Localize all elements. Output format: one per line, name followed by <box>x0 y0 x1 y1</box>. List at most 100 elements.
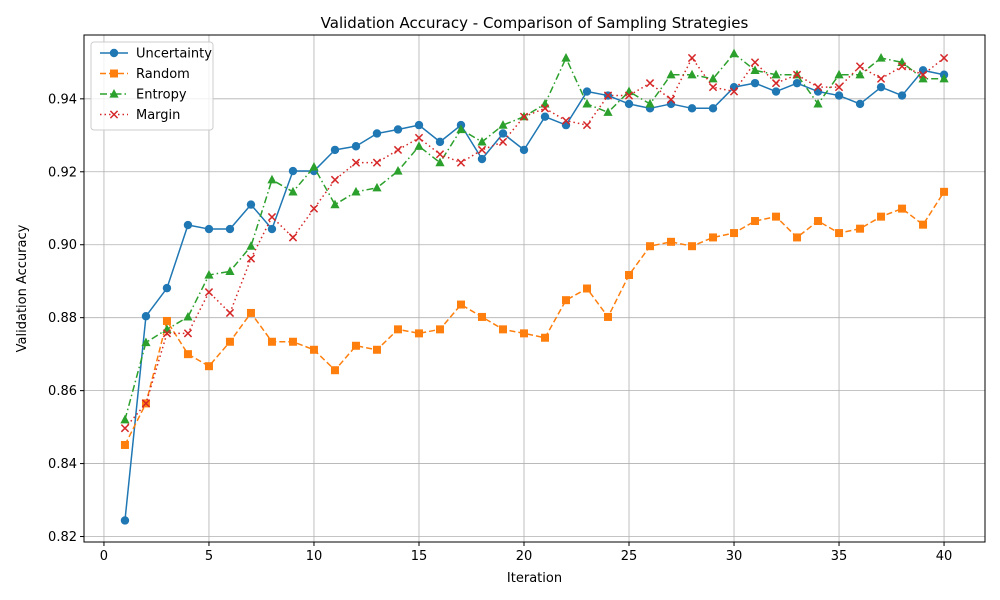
data-point-margin <box>204 288 214 297</box>
x-tick-label: 40 <box>936 549 953 564</box>
data-point-random <box>562 296 571 305</box>
data-point-margin <box>141 399 151 408</box>
data-point-entropy <box>876 52 886 62</box>
plot-frame <box>83 34 986 543</box>
data-point-entropy <box>435 157 445 167</box>
series-random <box>120 187 949 449</box>
data-point-margin <box>477 145 487 155</box>
data-point-margin <box>561 116 571 125</box>
data-point-margin <box>750 58 760 67</box>
data-point-uncertainty <box>708 104 718 113</box>
data-point-random <box>162 316 171 325</box>
data-point-entropy <box>750 65 760 74</box>
legend-box <box>90 41 214 131</box>
data-point-random <box>772 212 781 221</box>
data-point-uncertainty <box>183 220 193 230</box>
x-tick-label: 20 <box>516 549 533 564</box>
data-point-margin <box>918 70 928 79</box>
data-point-entropy <box>225 266 235 275</box>
x-tick-label: 35 <box>831 549 848 564</box>
data-point-entropy <box>288 186 298 196</box>
data-point-random <box>898 204 907 213</box>
data-point-uncertainty <box>141 312 151 321</box>
data-point-entropy <box>456 124 466 134</box>
data-point-uncertainty <box>897 91 907 100</box>
data-point-entropy <box>120 414 130 424</box>
data-point-uncertainty <box>225 224 235 234</box>
data-point-margin <box>834 83 844 92</box>
series-line-margin <box>124 57 945 429</box>
data-point-margin <box>687 53 697 63</box>
data-point-random <box>583 284 592 293</box>
data-point-random <box>309 345 318 354</box>
data-point-uncertainty <box>393 125 403 134</box>
data-point-random <box>919 220 928 229</box>
data-point-entropy <box>729 48 739 58</box>
series-entropy <box>120 48 949 424</box>
legend-marker-entropy <box>109 89 119 98</box>
data-point-random <box>688 242 697 251</box>
legend: Uncertainty Random Entropy Margin <box>90 41 214 131</box>
legend-label-margin: Margin <box>136 108 180 123</box>
data-point-margin <box>393 145 403 155</box>
legend-marker-margin <box>109 110 119 119</box>
data-point-uncertainty <box>477 154 487 164</box>
data-point-random <box>183 350 192 359</box>
legend-entry-random: Random <box>100 67 190 82</box>
series-line-entropy <box>124 52 945 421</box>
data-point-margin <box>813 83 823 92</box>
data-point-entropy <box>645 98 655 108</box>
data-point-uncertainty <box>813 87 823 96</box>
data-point-uncertainty <box>729 82 739 92</box>
y-tick-label: 0.88 <box>48 311 77 326</box>
data-point-margin <box>729 87 739 96</box>
data-point-margin <box>603 91 613 100</box>
legend-label-entropy: Entropy <box>136 88 187 103</box>
data-point-uncertainty <box>561 120 571 130</box>
data-point-entropy <box>834 69 844 79</box>
data-point-random <box>288 337 297 346</box>
data-point-random <box>204 362 213 371</box>
data-point-random <box>604 312 613 321</box>
data-point-random <box>246 308 255 317</box>
data-point-random <box>940 187 949 196</box>
data-point-uncertainty <box>666 99 676 109</box>
data-point-random <box>435 325 444 334</box>
data-point-uncertainty <box>162 283 172 293</box>
data-point-random <box>498 325 507 334</box>
data-point-margin <box>708 83 718 92</box>
data-point-random <box>814 217 823 226</box>
data-point-random <box>351 341 360 350</box>
data-point-random <box>267 337 276 346</box>
data-point-entropy <box>372 182 382 192</box>
legend-entry-entropy: Entropy <box>100 88 187 103</box>
data-point-uncertainty <box>435 137 445 147</box>
data-point-uncertainty <box>834 91 844 100</box>
ticks: 0 5 10 15 20 25 30 35 40 0.82 0.84 0.86 0.88 0.90 0.92… <box>48 92 952 564</box>
y-tick-label: 0.82 <box>48 530 77 545</box>
data-point-margin <box>498 137 508 147</box>
legend-entry-margin: Margin <box>100 108 180 123</box>
data-point-margin <box>666 95 676 104</box>
data-point-uncertainty <box>414 120 424 130</box>
series-line-random <box>124 191 945 446</box>
data-point-uncertainty <box>792 78 802 88</box>
data-point-margin <box>267 212 277 222</box>
data-point-uncertainty <box>267 224 277 234</box>
data-point-random <box>646 242 655 251</box>
grid <box>84 35 985 542</box>
data-point-uncertainty <box>687 104 697 113</box>
data-point-random <box>372 345 381 354</box>
data-point-margin <box>771 79 781 88</box>
data-point-entropy <box>351 186 361 196</box>
data-point-entropy <box>813 98 823 108</box>
data-point-random <box>877 212 886 221</box>
data-point-random <box>120 440 129 449</box>
data-point-uncertainty <box>855 99 865 109</box>
data-point-entropy <box>687 69 697 79</box>
x-tick-label: 0 <box>100 549 108 564</box>
data-point-entropy <box>204 270 214 279</box>
x-tick-label: 25 <box>621 549 638 564</box>
